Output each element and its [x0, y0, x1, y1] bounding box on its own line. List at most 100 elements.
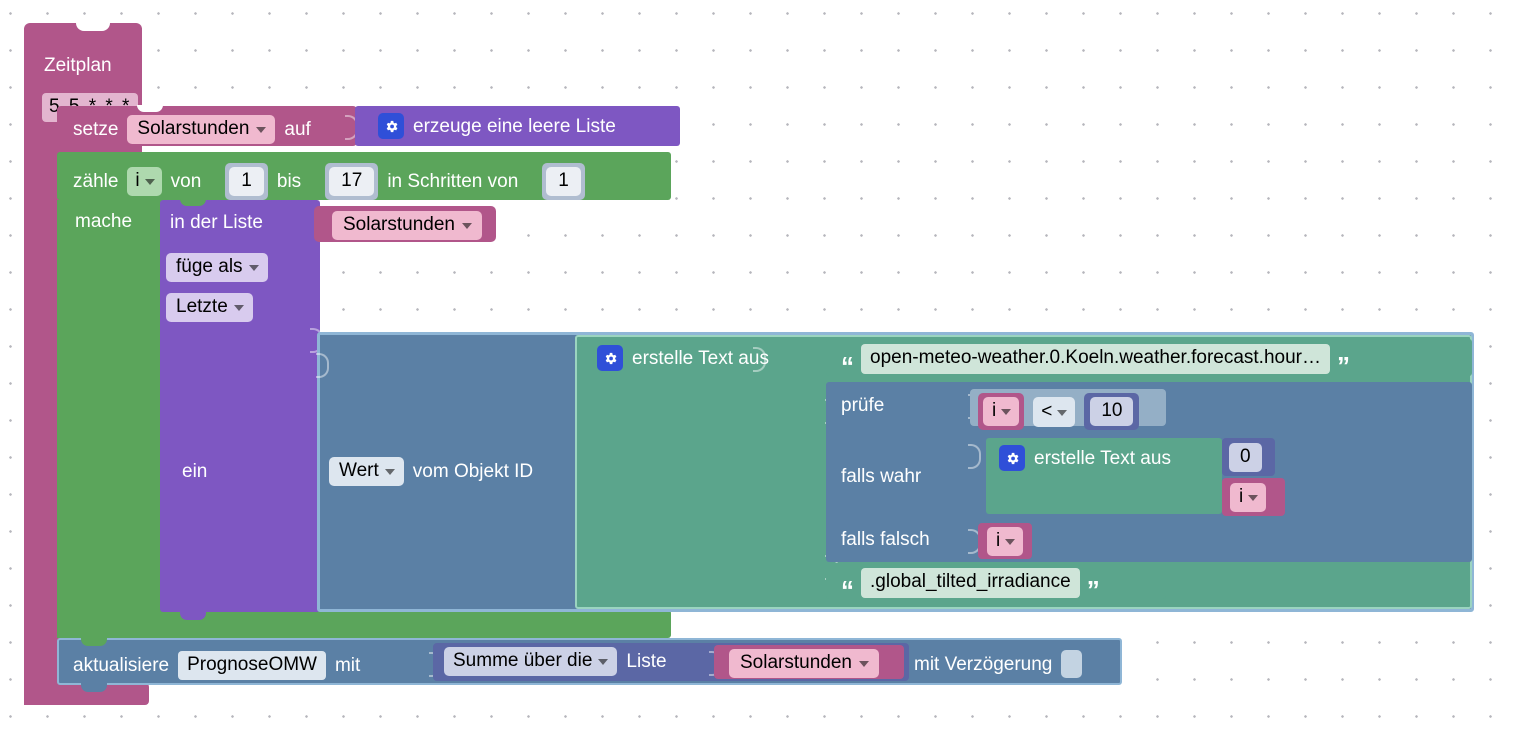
- list-variable-socket[interactable]: Solarstunden: [314, 206, 496, 242]
- list-variable-dropdown[interactable]: Solarstunden: [332, 211, 482, 240]
- text-item-socket-1: [753, 347, 766, 372]
- inner-variable-block[interactable]: i: [1222, 478, 1285, 516]
- sum-list-variable-dropdown[interactable]: Solarstunden: [729, 649, 879, 678]
- loop-variable-dropdown[interactable]: i: [127, 167, 162, 196]
- if-true-socket: [968, 444, 981, 469]
- chevron-down-icon: [1001, 409, 1012, 415]
- loop-step-socket[interactable]: 1: [542, 163, 585, 200]
- update-prefix-label: aktualisiere: [73, 655, 170, 676]
- compare-operator-dropdown[interactable]: <: [1033, 396, 1076, 427]
- loop-prefix-label: zähle: [73, 171, 119, 192]
- set-suffix-label: auf: [284, 119, 311, 140]
- list-variable-name: Solarstunden: [343, 214, 455, 235]
- insert-mode-value: füge als: [176, 256, 243, 277]
- compare-right-value[interactable]: 10: [1090, 397, 1134, 426]
- bottom-notch: [180, 612, 206, 620]
- loop-from-value[interactable]: 1: [229, 167, 264, 196]
- chevron-down-icon: [233, 305, 244, 311]
- list-insert-input-label: ein: [182, 461, 208, 482]
- chevron-down-icon: [1057, 409, 1068, 416]
- create-list-label: erzeuge eine leere Liste: [413, 115, 616, 137]
- object-socket: [316, 353, 329, 378]
- set-prefix-label: setze: [73, 119, 119, 140]
- chevron-down-icon: [598, 659, 609, 665]
- insert-position-value: Letzte: [176, 296, 228, 317]
- string-value-1[interactable]: open-meteo-weather.0.Koeln.weather.forec…: [861, 344, 1330, 374]
- else-variable-dropdown[interactable]: i: [987, 527, 1024, 556]
- count-loop-bottom: [57, 610, 671, 638]
- sum-list-variable-block[interactable]: Solarstunden: [714, 645, 904, 679]
- if-false-label: falls falsch: [841, 529, 930, 550]
- text-string-block-2[interactable]: “ .global_tilted_irradiance ”: [826, 563, 1166, 603]
- else-variable-block[interactable]: i: [978, 523, 1032, 559]
- string-value-2[interactable]: .global_tilted_irradiance: [861, 568, 1080, 598]
- update-object-id-field[interactable]: PrognoseOMW: [178, 651, 326, 680]
- sum-list-variable-name: Solarstunden: [740, 652, 852, 673]
- top-notch: [180, 199, 206, 206]
- top-notch: [81, 638, 107, 646]
- if-true-label: falls wahr: [841, 466, 922, 487]
- create-text-inner-label: erstelle Text aus: [1034, 447, 1171, 469]
- variable-dropdown[interactable]: Solarstunden: [127, 115, 276, 144]
- compare-right-number-block[interactable]: 10: [1084, 393, 1140, 430]
- chevron-down-icon: [248, 265, 259, 271]
- object-field-value: Wert: [339, 460, 379, 481]
- top-notch: [76, 22, 110, 31]
- count-loop-block[interactable]: zähle i von 1 bis 17 in Schritten von 1: [57, 152, 671, 200]
- chevron-down-icon: [1005, 539, 1016, 545]
- bottom-notch: [81, 683, 107, 692]
- object-id-label: vom Objekt ID: [412, 461, 534, 482]
- gear-icon[interactable]: [597, 345, 623, 371]
- inner-number-value[interactable]: 0: [1229, 443, 1262, 472]
- loop-from-socket[interactable]: 1: [225, 163, 268, 200]
- schedule-bottom-notch: [52, 683, 86, 693]
- loop-to-value[interactable]: 17: [329, 167, 375, 196]
- insert-position-dropdown[interactable]: Letzte: [166, 293, 253, 322]
- chevron-down-icon: [1248, 495, 1259, 501]
- sum-list-label: Liste: [626, 651, 667, 672]
- gear-icon[interactable]: [999, 445, 1025, 471]
- inner-number-block[interactable]: 0: [1222, 438, 1275, 476]
- if-test-label: prüfe: [841, 395, 885, 416]
- loop-variable-name: i: [135, 170, 140, 191]
- inner-variable-value: i: [1239, 486, 1244, 507]
- set-variable-block[interactable]: setze Solarstunden auf: [57, 105, 358, 146]
- sum-mode-value: Summe über die: [453, 650, 593, 671]
- object-field-dropdown[interactable]: Wert: [329, 457, 404, 486]
- variable-name: Solarstunden: [137, 118, 250, 139]
- chevron-down-icon: [858, 661, 869, 667]
- delay-checkbox[interactable]: [1061, 650, 1083, 678]
- chevron-down-icon: [256, 127, 267, 133]
- loop-to-label: bis: [276, 171, 302, 192]
- loop-step-label: in Schritten von: [387, 171, 519, 192]
- list-insert-block[interactable]: in der Liste füge als Letzte ein: [160, 199, 323, 620]
- chevron-down-icon: [461, 223, 472, 229]
- create-text-outer-label: erstelle Text aus: [632, 347, 769, 369]
- create-text-inner-block[interactable]: erstelle Text aus: [986, 438, 1222, 514]
- loop-from-label: von: [170, 171, 202, 192]
- chevron-down-icon: [144, 179, 155, 185]
- update-delay-label: mit Verzögerung: [914, 653, 1053, 675]
- update-with-label: mit: [334, 655, 361, 676]
- else-variable-value: i: [996, 530, 1001, 551]
- create-empty-list-block[interactable]: erzeuge eine leere Liste: [355, 106, 680, 146]
- count-loop-body: mache: [57, 200, 167, 618]
- compare-operator-value: <: [1041, 400, 1053, 422]
- compare-block[interactable]: i < 10: [970, 389, 1166, 430]
- compare-left-variable-block[interactable]: i: [978, 393, 1025, 430]
- compare-left-value: i: [992, 400, 997, 421]
- sum-mode-dropdown[interactable]: Summe über die: [444, 647, 618, 676]
- inner-variable-dropdown[interactable]: i: [1230, 483, 1267, 512]
- loop-do-label: mache: [75, 211, 133, 232]
- top-notch: [137, 105, 163, 112]
- text-string-block-1[interactable]: “ open-meteo-weather.0.Koeln.weather.for…: [826, 339, 1472, 379]
- gear-icon[interactable]: [378, 113, 404, 139]
- list-insert-line1: in der Liste: [170, 212, 263, 233]
- loop-step-value[interactable]: 1: [546, 167, 581, 196]
- schedule-title: Zeitplan: [44, 55, 112, 76]
- insert-mode-dropdown[interactable]: füge als: [166, 253, 268, 282]
- chevron-down-icon: [384, 469, 395, 475]
- compare-left-dropdown[interactable]: i: [983, 397, 1020, 426]
- loop-to-socket[interactable]: 17: [325, 163, 379, 200]
